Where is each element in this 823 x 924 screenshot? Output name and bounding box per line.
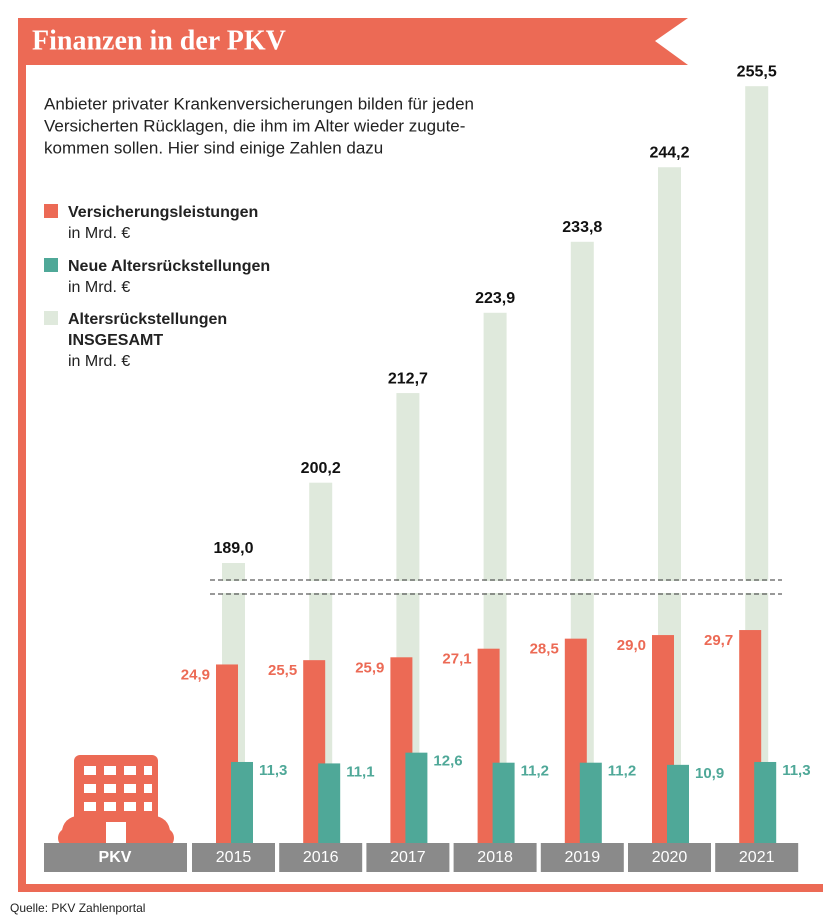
legend-entry: Neue Altersrückstellungen in Mrd. €: [68, 256, 298, 298]
subtitle-line: Versicherten Rücklagen, die ihm im Alter…: [44, 116, 465, 135]
bar: [667, 764, 689, 843]
value-label: 223,9: [475, 290, 515, 307]
value-label: 11,2: [521, 763, 549, 780]
legend-entry: Versicherungsleistungen in Mrd. €: [68, 202, 298, 244]
x-tick-label: 2020: [652, 849, 688, 866]
x-tick-box: [366, 843, 450, 872]
legend-unit: in Mrd. €: [68, 279, 131, 296]
bar: [492, 762, 515, 843]
value-label: 29,0: [617, 637, 646, 654]
building-windows: [84, 766, 152, 843]
value-label: 25,5: [268, 662, 297, 679]
legend-swatch: [44, 311, 58, 325]
legend-label: Altersrückstellungen INSGESAMT: [68, 311, 228, 349]
x-tick-label: 2019: [565, 849, 601, 866]
x-tick-label: 2015: [216, 849, 252, 866]
bar: [318, 763, 341, 843]
bar: [579, 762, 602, 843]
value-label: 255,5: [737, 63, 777, 80]
axis-break-gap: [200, 581, 790, 593]
x-tick-box: [628, 843, 711, 872]
x-tick-box: [715, 843, 799, 872]
value-label: 244,2: [649, 144, 689, 161]
source: Quelle: PKV Zahlenportal: [10, 901, 145, 915]
value-label: 10,9: [695, 765, 724, 782]
building-icon: [58, 755, 174, 848]
legend-unit: in Mrd. €: [68, 225, 131, 242]
legend-label: Neue Altersrückstellungen: [68, 258, 271, 275]
value-label: 11,1: [346, 763, 374, 780]
value-label: 27,1: [442, 651, 471, 668]
value-label: 212,7: [388, 370, 428, 387]
x-tick-box: [453, 843, 537, 872]
value-label: 233,8: [562, 219, 602, 236]
value-label: 11,3: [259, 762, 287, 779]
value-label: 25,9: [355, 659, 384, 676]
x-tick-box: [540, 843, 624, 872]
value-label: 200,2: [301, 460, 341, 477]
x-tick-label: 2017: [390, 849, 426, 866]
x-label: PKV: [99, 849, 132, 866]
bar: [231, 761, 253, 843]
value-label: 12,6: [433, 753, 462, 770]
legend-unit: in Mrd. €: [68, 353, 131, 370]
chart-title: Finanzen in der PKV: [32, 25, 286, 56]
subtitle-line: kommen sollen. Hier sind einige Zahlen d…: [44, 138, 383, 157]
x-tick-label: 2018: [477, 849, 513, 866]
value-label: 189,0: [213, 540, 253, 557]
x-tick-label: 2016: [303, 849, 339, 866]
x-label-box: [44, 843, 187, 872]
x-tick-box: [279, 843, 363, 872]
value-label: 28,5: [530, 641, 559, 658]
value-label: 24,9: [181, 666, 210, 683]
value-label: 29,7: [704, 632, 733, 649]
legend-entry: Altersrückstellungen INSGESAMT in Mrd. €: [68, 309, 298, 372]
bar: [405, 752, 428, 843]
x-tick-label: 2021: [739, 849, 775, 866]
legend-swatch: [44, 258, 58, 272]
legend-label: Versicherungsleistungen: [68, 204, 259, 221]
x-tick-box: [192, 843, 275, 872]
legend-swatch: [44, 204, 58, 218]
subtitle-line: Anbieter privater Krankenversicherungen …: [44, 94, 474, 113]
value-label: 11,2: [608, 763, 636, 780]
bar: [754, 761, 777, 843]
value-label: 11,3: [782, 762, 810, 779]
